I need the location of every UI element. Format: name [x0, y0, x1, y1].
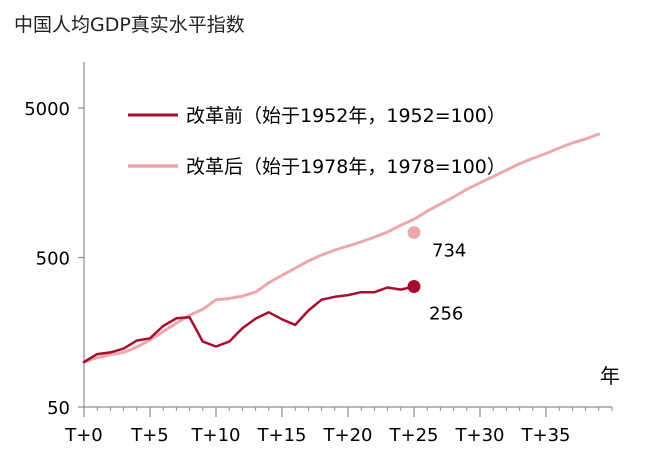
x-tick-label: T+0 — [64, 425, 103, 446]
x-axis-label: 年 — [600, 364, 620, 388]
chart-title: 中国人均GDP真实水平指数 — [14, 14, 245, 36]
x-tick-label: T+25 — [389, 425, 439, 446]
x-tick-label: T+30 — [455, 425, 505, 446]
series-end-marker-0 — [407, 279, 421, 293]
x-tick-label: T+15 — [257, 425, 307, 446]
chart-axes: 5000 500 50 T+0 T+5 T+10 T+15 T+20 T+25 T+30 T+35 — [24, 62, 613, 446]
y-tick-label: 500 — [36, 249, 70, 270]
series-line-0 — [82, 285, 416, 364]
chart-series-layer: 256 734 — [82, 132, 601, 364]
series-end-label-0: 256 — [429, 303, 463, 324]
legend-label-0: 改革前（始于1952年，1952=100） — [186, 105, 506, 127]
x-tick-label: T+20 — [323, 425, 373, 446]
series-end-marker-1 — [407, 226, 421, 240]
y-tick-label: 50 — [47, 398, 70, 419]
x-tick-label: T+10 — [191, 425, 241, 446]
y-tick-label: 5000 — [24, 99, 70, 120]
series-end-label-1: 734 — [432, 241, 466, 262]
x-tick-label: T+5 — [130, 425, 169, 446]
series-line-1 — [82, 132, 601, 364]
chart-legend: 改革前（始于1952年，1952=100） 改革后（始于1978年，1978=10… — [128, 105, 506, 178]
x-tick-label: T+35 — [521, 425, 571, 446]
legend-label-1: 改革后（始于1978年，1978=100） — [186, 156, 506, 178]
